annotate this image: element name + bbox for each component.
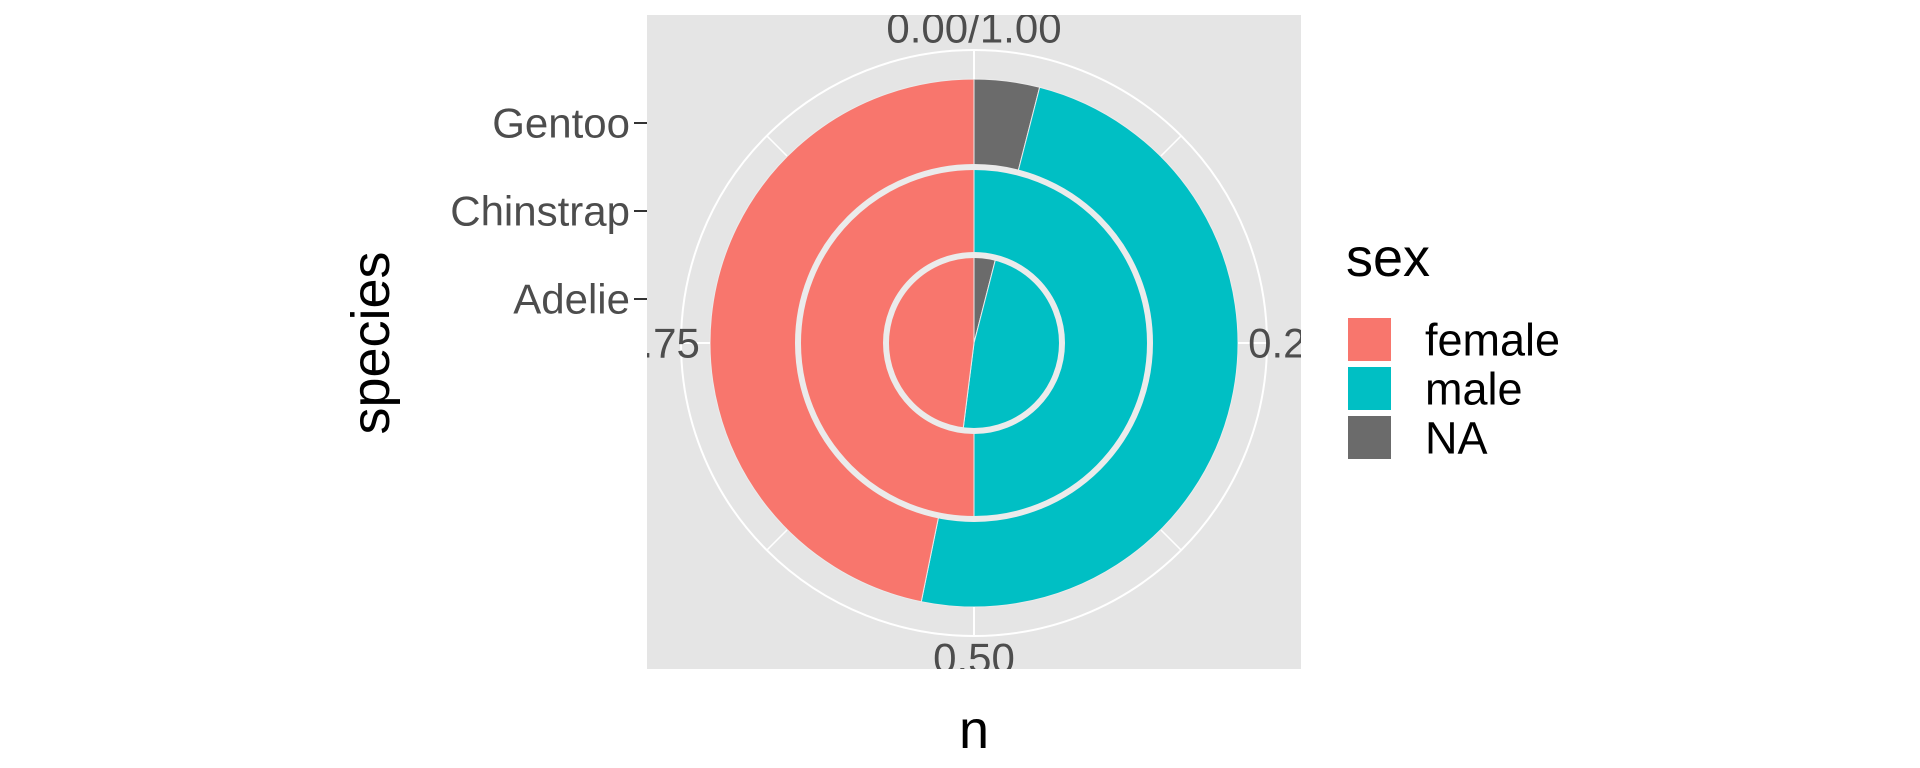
ring-separator: [883, 252, 1065, 434]
x-axis-title: n: [959, 700, 989, 760]
x-tick-label: 0.00/1.00: [886, 5, 1061, 52]
legend-label: female: [1425, 315, 1560, 366]
legend-title: sex: [1346, 228, 1430, 288]
legend-label: NA: [1425, 413, 1488, 464]
y-axis-title: species: [341, 251, 401, 434]
legend-label: male: [1425, 364, 1523, 415]
legend-key: [1348, 416, 1391, 459]
x-tick-label: 0.75: [618, 320, 700, 367]
x-tick-label: 0.25: [1248, 320, 1330, 367]
y-tick-label: Gentoo: [492, 100, 630, 147]
x-tick-label: 0.50: [933, 635, 1015, 682]
y-tick-label: Chinstrap: [450, 188, 630, 235]
ring-separator: [795, 164, 1153, 522]
y-tick-label: Adelie: [513, 276, 630, 323]
legend-key: [1348, 367, 1391, 410]
legend-key: [1348, 318, 1391, 361]
